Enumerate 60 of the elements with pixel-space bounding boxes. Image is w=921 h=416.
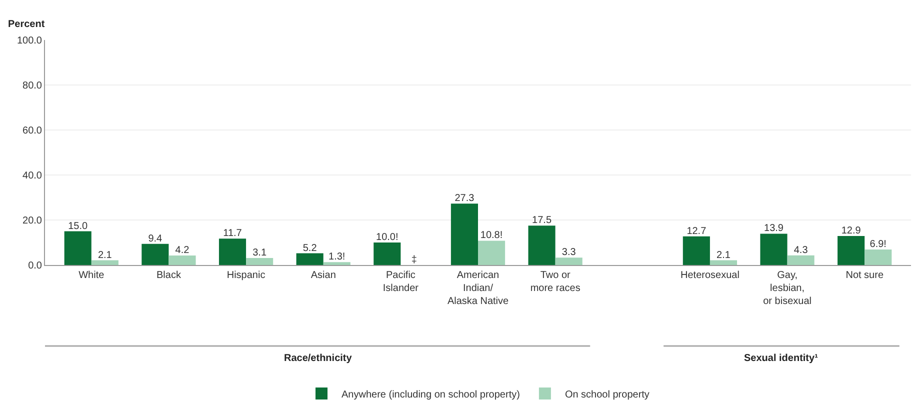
x-tick-label: Heterosexual — [680, 270, 740, 281]
y-axis-title: Percent — [8, 19, 46, 30]
text: 80.0 — [22, 80, 42, 92]
bar — [682, 236, 710, 265]
data-label: 5.2 — [302, 242, 318, 254]
data-label: 9.4 — [148, 233, 163, 244]
data-label: 2.1 — [98, 250, 112, 261]
data-label: 3.3 — [562, 247, 576, 258]
text: 100.0 — [16, 36, 42, 46]
data-label: 17.5 — [532, 215, 552, 226]
text: 20.0 — [22, 216, 42, 226]
data-label: 11.7 — [223, 228, 242, 240]
x-tick-label: Pacific Islander — [382, 270, 420, 294]
data-label: 10.0! — [376, 232, 398, 243]
text: Race/ethnicity — [284, 353, 352, 364]
text: 40.0 — [22, 170, 42, 182]
data-label: 27.3 — [454, 193, 475, 204]
bar — [787, 255, 814, 265]
bar — [710, 260, 738, 265]
bar — [323, 262, 350, 265]
data-label: 3.1 — [252, 248, 267, 259]
data-label: 4.3 — [794, 244, 808, 256]
data-label: 13.9 — [764, 223, 784, 234]
bar — [555, 258, 582, 265]
data-label: 2.1 — [716, 250, 731, 261]
bar — [142, 244, 169, 265]
x-tick-label: American Indian/ Alaska Native — [447, 270, 510, 307]
legend-label: On school property — [564, 389, 650, 400]
x-tick-label: Not sure — [846, 270, 884, 281]
bar — [246, 258, 274, 265]
x-tick-label: Two or more races — [530, 270, 580, 294]
bar — [760, 234, 788, 265]
x-tick-label: Asian — [310, 270, 336, 281]
bar — [450, 204, 478, 265]
text: ‡ — [411, 254, 417, 266]
data-label: 1.3! — [328, 252, 346, 263]
x-tick-label: Black — [156, 270, 182, 281]
bar — [528, 226, 556, 265]
data-label: 4.2 — [175, 245, 190, 256]
x-tick-label: Gay, lesbian, or bisexual — [763, 270, 812, 307]
bar — [168, 256, 196, 265]
data-label: 15.0 — [68, 220, 88, 232]
bar — [478, 240, 506, 265]
bar — [864, 249, 892, 265]
bar — [838, 236, 865, 265]
data-label: 12.7 — [686, 226, 707, 237]
text: Sexual identity¹ — [744, 353, 819, 364]
data-label: 12.9 — [841, 225, 862, 236]
x-tick-label: Hispanic — [226, 270, 266, 281]
bar — [64, 231, 92, 265]
bar — [296, 253, 324, 265]
x-tick-label: White — [78, 270, 105, 281]
data-label: 10.8! — [480, 230, 503, 242]
text: 0.0 — [28, 260, 42, 272]
bar — [91, 260, 118, 265]
bar — [374, 242, 401, 265]
data-label: 6.9! — [870, 238, 886, 250]
bar — [218, 238, 246, 265]
text: 60.0 — [22, 126, 42, 136]
legend-label: Anywhere (including on school property) — [342, 389, 520, 400]
